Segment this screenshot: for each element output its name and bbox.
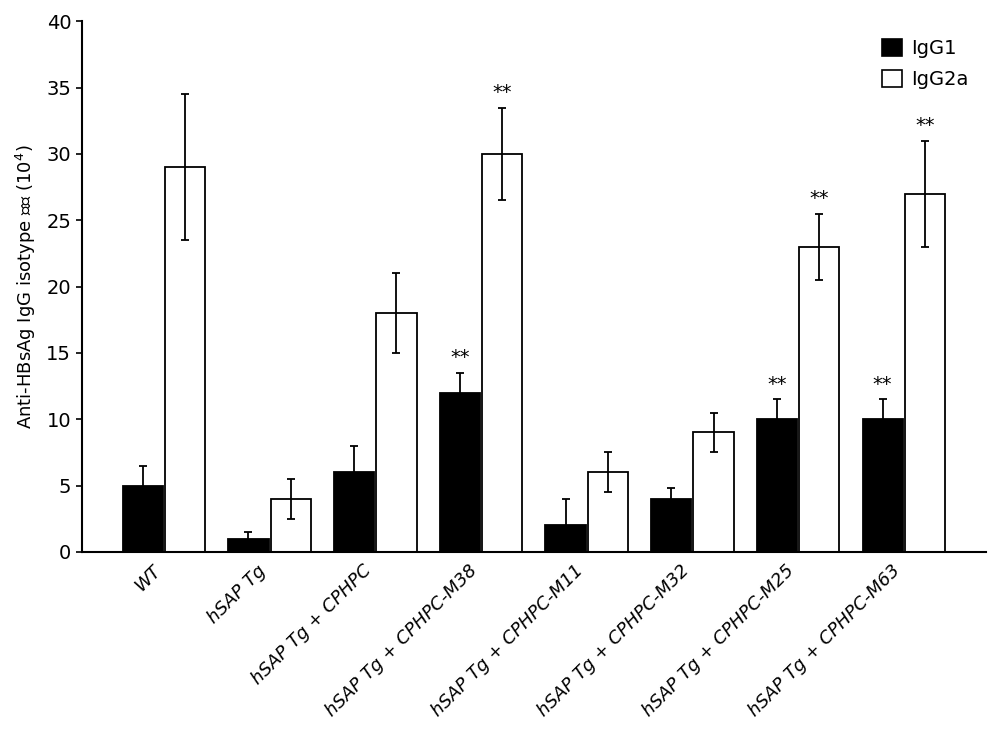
Bar [757, 419, 797, 552]
Bar [376, 313, 417, 552]
Bar [123, 485, 163, 552]
Bar [588, 472, 628, 552]
Bar [545, 526, 586, 552]
Text: **: ** [450, 349, 470, 368]
Bar [334, 472, 374, 552]
Text: **: ** [809, 189, 829, 208]
Bar [693, 432, 734, 552]
Bar [165, 167, 205, 552]
Text: **: ** [767, 375, 787, 394]
Bar [651, 499, 691, 552]
Bar [440, 393, 480, 552]
Bar [271, 499, 311, 552]
Bar [863, 419, 903, 552]
Text: **: ** [873, 375, 892, 394]
Bar [228, 539, 269, 552]
Text: **: ** [915, 117, 935, 136]
Bar [799, 247, 839, 552]
Legend: IgG1, IgG2a: IgG1, IgG2a [874, 31, 976, 97]
Bar [905, 194, 945, 552]
Text: **: ** [492, 83, 512, 102]
Bar [482, 154, 522, 552]
Y-axis label: Anti-HBsAg IgG isotype 滴度 (10$^4$): Anti-HBsAg IgG isotype 滴度 (10$^4$) [14, 145, 38, 429]
